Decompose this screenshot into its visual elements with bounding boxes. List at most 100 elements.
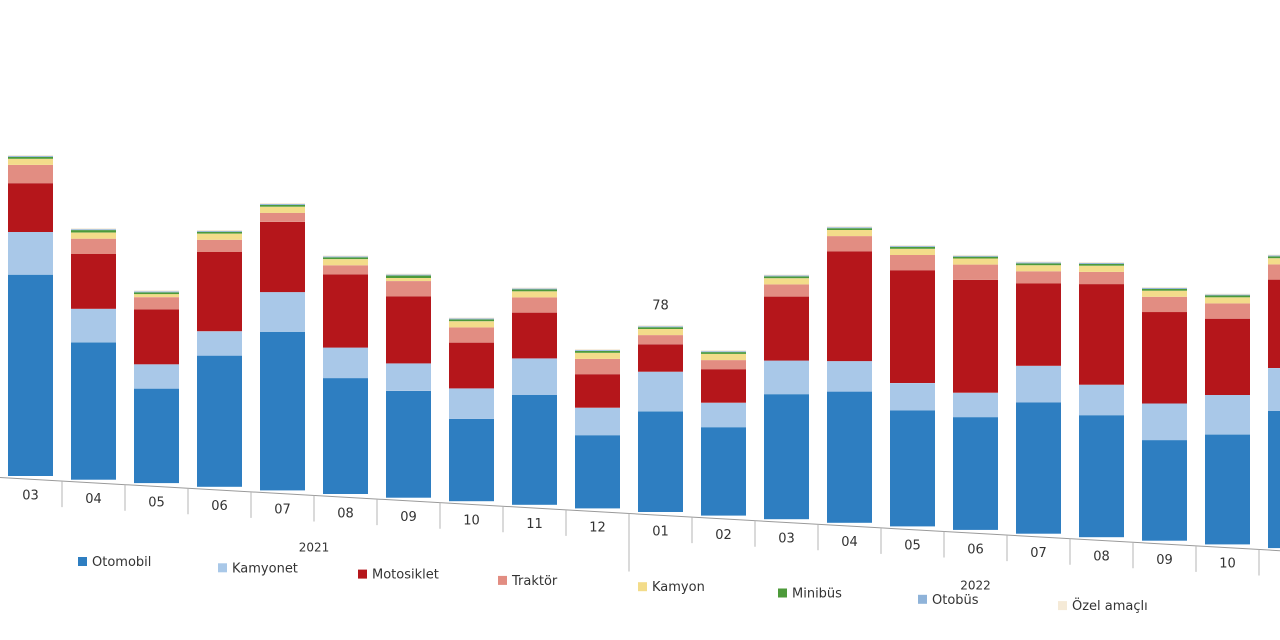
legend-swatch-kamyon: [638, 582, 647, 592]
x-tick-label-2: 05: [148, 496, 165, 511]
legend-label-otomobil: Otomobil: [92, 555, 151, 570]
bar-otomobil-05-2: [134, 388, 179, 484]
bar-motosiklet-07-16: [1016, 283, 1061, 366]
bar-traktor-09-18: [1142, 296, 1187, 313]
legend-label-kamyon: Kamyon: [652, 580, 705, 595]
bar-traktor-01-10: [638, 335, 683, 345]
bar-motosiklet-04-1: [71, 253, 116, 309]
bar-otobus-07-4: [260, 204, 305, 205]
bar-otomobil-06-3: [197, 355, 242, 487]
bar-ozel-amacli-11-8: [512, 287, 557, 289]
bar-ozel-amacli-05-14: [890, 245, 935, 247]
bar-kamyonet-07-16: [1016, 365, 1061, 403]
legend-label-motosiklet: Motosiklet: [372, 568, 439, 583]
bar-motosiklet-03-12: [764, 296, 809, 361]
bar-ozel-amacli-12-9: [575, 349, 620, 351]
bar-kamyonet-08-17: [1079, 384, 1124, 416]
bar-traktor-03-12: [764, 284, 809, 297]
x-tick-label-6: 09: [400, 510, 417, 525]
bar-ozel-amacli-10-7: [449, 317, 494, 319]
bar-otobus-08-17: [1079, 263, 1124, 264]
bar-kamyon-04-13: [827, 230, 872, 237]
bar-motosiklet-05-14: [890, 270, 935, 383]
bar-otomobil-08-5: [323, 378, 368, 494]
data-labels: 78: [652, 298, 669, 313]
bar-otomobil-07-16: [1016, 402, 1061, 534]
bar-kamyon-03-0: [8, 158, 53, 165]
bar-traktor-02-11: [701, 360, 746, 370]
bar-kamyonet-03-12: [764, 360, 809, 395]
bar-traktor-09-6: [386, 281, 431, 297]
bar-motosiklet-03-0: [8, 183, 53, 232]
bar-otobus-11-8: [512, 288, 557, 290]
bar-ozel-amacli-07-4: [260, 203, 305, 204]
bar-ozel-amacli-02-11: [701, 350, 746, 352]
bar-otobus-05-14: [890, 246, 935, 247]
x-tick-label-1: 04: [85, 492, 102, 507]
bar-kamyonet-11-8: [512, 358, 557, 395]
bar-otobus-03-12: [764, 275, 809, 277]
bar-otobus-09-6: [386, 274, 431, 276]
bar-otobus-04-1: [71, 229, 116, 231]
legend-swatch-otomobil: [78, 557, 87, 566]
x-tick-label-0: 03: [22, 488, 39, 503]
bar-traktor-07-4: [260, 212, 305, 222]
bar-otobus-06-15: [953, 255, 998, 257]
legend-swatch-kamyonet: [218, 563, 227, 573]
bar-otomobil-01-10: [638, 411, 683, 512]
bar-otobus-10-7: [449, 318, 494, 320]
bar-kamyon-08-17: [1079, 265, 1124, 272]
bar-otobus-12-9: [575, 350, 620, 351]
bar-kamyon-07-4: [260, 206, 305, 213]
bar-traktor-07-16: [1016, 271, 1061, 284]
bar-kamyon-10-7: [449, 321, 494, 328]
bar-minibus-05-14: [890, 247, 935, 249]
x-tick-label-9: 12: [589, 521, 606, 536]
bar-minibus-09-6: [386, 275, 431, 278]
bar-otomobil-02-11: [701, 427, 746, 516]
legend-swatch-ozel-amacli: [1058, 601, 1067, 611]
bar-ozel-amacli-03-0: [8, 155, 53, 156]
bar-kamyon-01-10: [638, 329, 683, 336]
bar-ozel-amacli-05-2: [134, 290, 179, 292]
bar-otomobil-07-4: [260, 331, 305, 491]
bar-motosiklet-09-18: [1142, 312, 1187, 404]
bar-kamyonet-01-10: [638, 371, 683, 412]
bar-kamyonet-05-14: [890, 383, 935, 411]
bar-otobus-07-16: [1016, 262, 1061, 264]
bar-kamyon-09-6: [386, 278, 431, 281]
bar-ozel-amacli-09-6: [386, 273, 431, 275]
bar-minibus-10-7: [449, 319, 494, 322]
bar-kamyonet-10-7: [449, 388, 494, 419]
bar-kamyonet-04-1: [71, 308, 116, 343]
x-axis-line: [0, 477, 1280, 552]
bar-traktor-08-5: [323, 265, 368, 275]
bar-ozel-amacli-01-10: [638, 325, 683, 327]
bar-minibus-08-17: [1079, 263, 1124, 266]
legend: Otomobil Kamyonet Motosiklet Traktör Kamyon M…: [78, 555, 1148, 614]
x-tick-label-17: 08: [1093, 550, 1110, 565]
bar-otomobil-05-14: [890, 410, 935, 527]
bar-motosiklet-09-6: [386, 296, 431, 364]
bar-otobus-04-13: [827, 227, 872, 229]
bar-kamyonet-05-2: [134, 364, 179, 389]
legend-label-traktor: Traktör: [511, 574, 558, 589]
bar-otobus-02-11: [701, 351, 746, 353]
bars-layer: [8, 155, 1280, 549]
bar-motosiklet-10-7: [449, 342, 494, 389]
bar-motosiklet-05-2: [134, 309, 179, 365]
bar-otomobil-08-17: [1079, 415, 1124, 538]
x-tick-label-18: 09: [1156, 553, 1173, 568]
bar-traktor-12-9: [575, 358, 620, 375]
bar-kamyonet-04-13: [827, 361, 872, 392]
bar-kamyonet-09-6: [386, 363, 431, 391]
x-tick-label-16: 07: [1030, 546, 1047, 561]
bar-traktor-11-8: [512, 297, 557, 313]
bar-kamyonet-09-18: [1142, 403, 1187, 441]
bar-motosiklet-10-19: [1205, 318, 1250, 395]
bar-traktor-11-20: [1268, 264, 1280, 280]
x-tick-label-11: 02: [715, 528, 732, 543]
legend-label-otobus: Otobüs: [932, 593, 979, 608]
bar-kamyonet-12-9: [575, 407, 620, 436]
